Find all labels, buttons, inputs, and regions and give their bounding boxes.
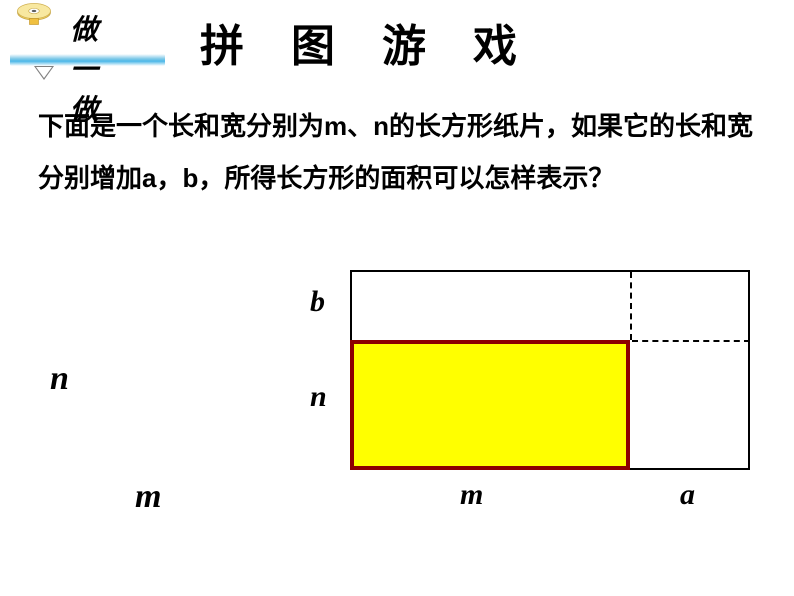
label-n-inner: n (310, 380, 327, 414)
question-text: 下面是一个长和宽分别为m、n的长方形纸片，如果它的长和宽分别增加a，b，所得长方… (38, 100, 756, 204)
dashed-vertical-line (630, 272, 632, 340)
dashed-horizontal-line (632, 340, 750, 342)
label-m-inner: m (460, 478, 483, 512)
label-b: b (310, 285, 325, 319)
label-a: a (680, 478, 695, 512)
arrow-down-icon (34, 66, 54, 80)
diagram: b n m a n m (0, 260, 794, 596)
cd-icon (10, 2, 58, 26)
page-title: 拼 图 游 戏 (200, 10, 535, 74)
inner-rectangle (350, 340, 630, 470)
label-m-outer: m (135, 478, 161, 516)
header-underline (10, 54, 165, 66)
label-n-outer: n (50, 360, 69, 398)
